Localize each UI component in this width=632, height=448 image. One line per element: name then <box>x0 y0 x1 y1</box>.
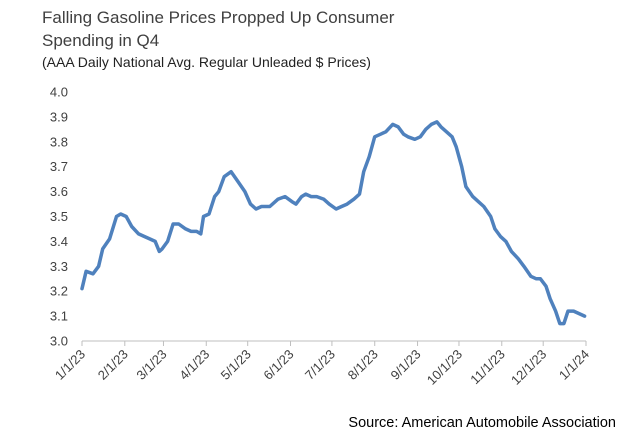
y-tick-label: 4.0 <box>50 85 68 100</box>
chart-title: Falling Gasoline Prices Propped Up Consu… <box>42 8 395 50</box>
y-tick-label: 3.7 <box>50 159 68 174</box>
x-tick-label: 1/1/24 <box>556 347 592 383</box>
x-tick-label: 4/1/23 <box>176 347 212 383</box>
x-tick-label: 2/1/23 <box>95 347 131 383</box>
x-tick-label: 6/1/23 <box>260 347 296 383</box>
x-tick-label: 12/1/23 <box>508 347 549 388</box>
x-tick-label: 10/1/23 <box>424 347 465 388</box>
y-tick-label: 3.4 <box>50 234 68 249</box>
y-tick-label: 3.3 <box>50 259 68 274</box>
x-tick-label: 1/1/23 <box>52 347 88 383</box>
x-tick-label: 8/1/23 <box>345 347 381 383</box>
source-note: Source: American Automobile Association <box>348 415 616 431</box>
x-tick-label: 11/1/23 <box>467 347 508 388</box>
y-tick-label: 3.5 <box>50 209 68 224</box>
y-tick-label: 3.0 <box>50 334 68 349</box>
x-tick-label: 9/1/23 <box>387 347 423 383</box>
chart-subtitle: (AAA Daily National Avg. Regular Unleade… <box>42 54 371 70</box>
y-tick-label: 3.1 <box>50 309 68 324</box>
x-tick-label: 7/1/23 <box>302 347 338 383</box>
y-tick-label: 3.9 <box>50 109 68 124</box>
y-tick-label: 3.2 <box>50 284 68 299</box>
y-tick-label: 3.8 <box>50 134 68 149</box>
x-tick-label: 3/1/23 <box>133 347 169 383</box>
y-tick-label: 3.6 <box>50 184 68 199</box>
price-line <box>80 120 587 326</box>
x-tick-label: 5/1/23 <box>218 347 254 383</box>
